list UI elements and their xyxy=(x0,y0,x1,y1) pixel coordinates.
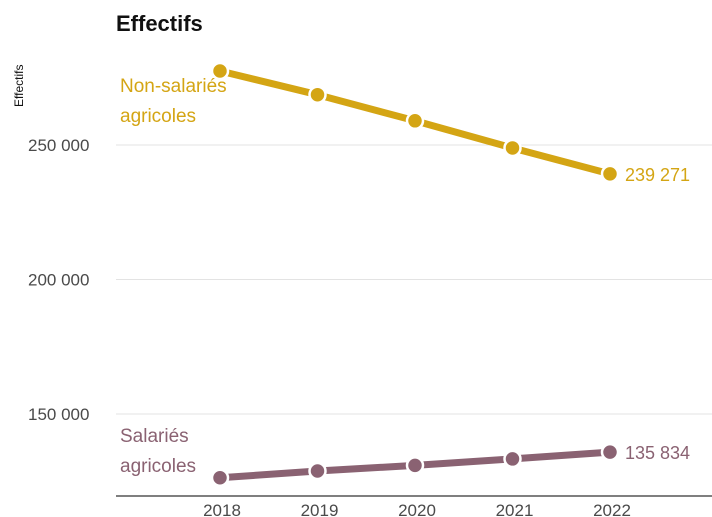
x-tick-label-1: 2019 xyxy=(301,501,339,517)
x-tick-label-4: 2022 xyxy=(593,501,631,517)
series-name-label-0-0: Non-salariés xyxy=(120,76,227,97)
series-name-label-1-1: agricoles xyxy=(120,456,196,477)
data-point-0-4 xyxy=(600,164,620,184)
x-tick-label-0: 2018 xyxy=(203,501,241,517)
series-group xyxy=(210,61,620,488)
data-point-0-2 xyxy=(405,111,425,131)
series-name-label-1-0: Salariés xyxy=(120,426,189,447)
data-point-1-3 xyxy=(503,449,522,469)
series-name-label-0-1: agricoles xyxy=(120,106,196,127)
data-point-0-1 xyxy=(308,85,327,104)
end-value-label-1: 135 834 xyxy=(625,443,690,463)
y-axis-label: Effectifs xyxy=(12,65,26,107)
data-point-1-2 xyxy=(405,456,425,475)
series-labels: 239 271 135 834 Non-salariés agricoles Salar… xyxy=(120,76,690,477)
y-tick-labels: 150 000 200 000 250 000 xyxy=(28,136,89,424)
chart-title: Effectifs xyxy=(116,11,203,36)
x-tick-label-3: 2021 xyxy=(496,501,534,517)
data-point-0-3 xyxy=(503,138,522,158)
data-point-1-1 xyxy=(308,461,327,481)
data-point-0-0 xyxy=(210,61,230,81)
data-point-1-4 xyxy=(600,442,620,462)
y-tick-label-0: 150 000 xyxy=(28,405,89,424)
end-value-label-0: 239 271 xyxy=(625,165,690,185)
y-tick-label-2: 250 000 xyxy=(28,136,89,155)
gridlines xyxy=(116,144,712,415)
data-point-1-0 xyxy=(210,468,230,488)
x-axis: 2018 2019 2020 2021 2022 xyxy=(116,495,712,517)
y-tick-label-1: 200 000 xyxy=(28,271,89,290)
x-tick-label-2: 2020 xyxy=(398,501,436,517)
